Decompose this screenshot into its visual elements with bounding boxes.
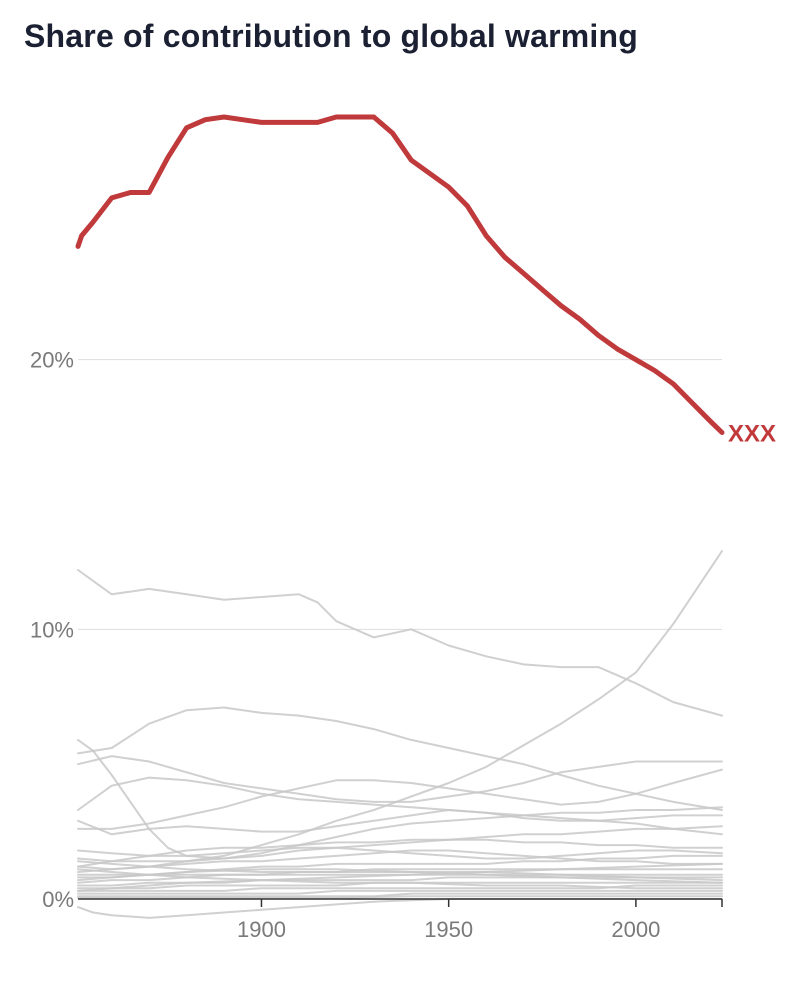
background-series-line-11	[77, 849, 723, 873]
y-tick-label: 0%	[42, 887, 74, 912]
y-tick-label: 20%	[30, 348, 74, 373]
y-tick-label: 10%	[30, 617, 74, 642]
background-series-line-23	[77, 862, 723, 892]
background-series-line-0	[77, 569, 723, 717]
background-series-line-7	[77, 809, 723, 836]
background-series-line-9	[77, 838, 723, 868]
background-series-line-24	[77, 895, 723, 899]
highlighted-series-end-label: XXX	[728, 420, 776, 447]
gridlines	[78, 359, 722, 630]
chart-title: Share of contribution to global warming	[24, 18, 639, 54]
x-tick-label: 1900	[237, 917, 286, 942]
background-series-line-5	[77, 776, 723, 822]
highlighted-series-group: XXX	[75, 114, 776, 447]
x-tick-label: 1950	[424, 917, 473, 942]
background-series-line-3	[77, 706, 723, 811]
background-series-line-25	[77, 898, 723, 919]
background-series-line-4	[77, 755, 723, 803]
background-series-line-20	[77, 860, 723, 882]
background-series-line-21	[77, 868, 723, 884]
background-series-line-1	[77, 550, 723, 871]
background-series-line-8	[77, 806, 723, 863]
background-series-group	[77, 550, 723, 919]
x-tick-label: 2000	[611, 917, 660, 942]
axes: 0% 10% 20% 1900 1950 2000	[30, 348, 723, 942]
background-series-line-19	[77, 892, 723, 898]
highlighted-series-line	[75, 114, 725, 435]
background-series-line-6	[77, 768, 723, 830]
background-series-line-18	[77, 889, 723, 895]
background-series-line-22	[77, 868, 723, 890]
